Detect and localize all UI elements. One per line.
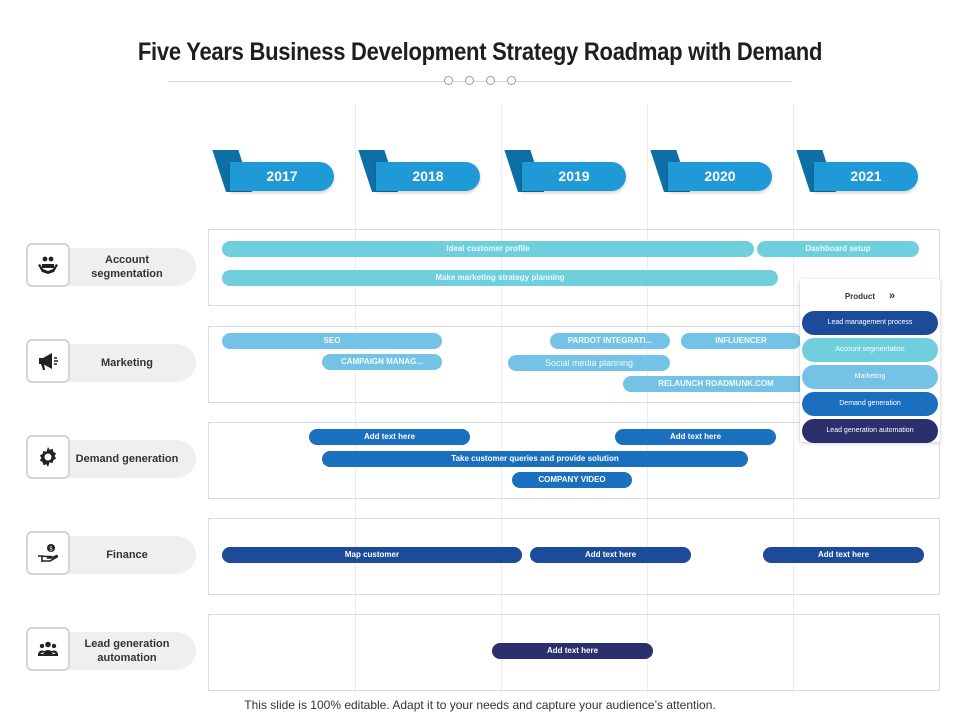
row-frame-account [208,229,940,306]
bar-pardot-integration[interactable]: PARDOT INTEGRATI... [550,333,670,349]
bar-demand-add-text-2[interactable]: Add text here [615,429,776,445]
row-lead-generation-automation: Lead generation automation [26,627,196,671]
bar-campaign-management[interactable]: CAMPAIGN MANAG... [322,354,442,370]
year-2018: 2018 [358,150,480,192]
bar-seo[interactable]: SEO [222,333,442,349]
row-frame-finance [208,518,940,595]
column-divider [793,104,794,694]
dot [507,76,516,85]
year-label: 2017 [230,162,334,191]
legend-item-marketing[interactable]: Marketing [802,365,938,389]
bar-map-customer[interactable]: Map customer [222,547,522,563]
row-label: Finance [106,549,148,561]
megaphone-icon [26,339,70,383]
product-legend-panel: Product » Lead management process Accoun… [800,279,940,443]
row-label: Account segmentation [91,254,163,280]
year-2017: 2017 [212,150,334,192]
bar-relaunch-roadmunk[interactable]: RELAUNCH ROADMUNK.COM [623,376,809,392]
bar-finance-add-text-2[interactable]: Add text here [763,547,924,563]
product-legend-title: Product [844,291,876,301]
year-label: 2019 [522,162,626,191]
column-divider [355,104,356,694]
year-2019: 2019 [504,150,626,192]
bar-finance-add-text-1[interactable]: Add text here [530,547,691,563]
dot [465,76,474,85]
gear-icon [26,435,70,479]
row-finance: $ Finance [26,531,196,575]
svg-text:$: $ [49,546,53,553]
bar-influencer[interactable]: INFLUENCER [681,333,801,349]
bar-dashboard-setup[interactable]: Dashboard setup [757,241,919,257]
bar-make-marketing-strategy[interactable]: Make marketing strategy planning [222,270,778,286]
footer-note: This slide is 100% editable. Adapt it to… [244,698,716,712]
year-label: 2020 [668,162,772,191]
column-divider [647,104,648,694]
title-divider [168,81,792,82]
bar-social-media-planning[interactable]: Social media planning [508,355,670,371]
bar-ideal-customer-profile[interactable]: Ideal customer profile [222,241,754,257]
row-account-segmentation: Account segmentation [26,243,196,287]
legend-item-lead-generation-automation[interactable]: Lead generation automation [802,419,938,443]
dot [486,76,495,85]
row-label: Demand generation [75,453,179,465]
group-icon [26,627,70,671]
column-divider [501,104,502,694]
legend-item-demand-generation[interactable]: Demand generation [802,392,938,416]
double-chevron-icon[interactable]: » [889,290,896,302]
year-2021: 2021 [796,150,918,192]
bar-lead-add-text[interactable]: Add text here [492,643,653,659]
year-2020: 2020 [650,150,772,192]
title-dots [444,76,516,88]
legend-item-account-segmentation[interactable]: Account segmentation [802,338,938,362]
slide-title: Five Years Business Development Strategy… [137,38,823,66]
row-label: Lead generation automation [84,638,170,664]
legend-item-lead-management[interactable]: Lead management process [802,311,938,335]
bar-company-video[interactable]: COMPANY VIDEO [512,472,632,488]
bar-take-customer-queries[interactable]: Take customer queries and provide soluti… [322,451,748,467]
row-label: Marketing [101,357,153,369]
row-marketing: Marketing [26,339,196,383]
dot [444,76,453,85]
row-frame-lead [208,614,940,691]
hand-coin-icon: $ [26,531,70,575]
row-frame-demand [208,422,940,499]
row-demand-generation: Demand generation [26,435,196,479]
hands-people-icon [26,243,70,287]
product-legend-header[interactable]: Product » [800,285,940,307]
year-label: 2018 [376,162,480,191]
year-label: 2021 [814,162,918,191]
bar-demand-add-text-1[interactable]: Add text here [309,429,470,445]
